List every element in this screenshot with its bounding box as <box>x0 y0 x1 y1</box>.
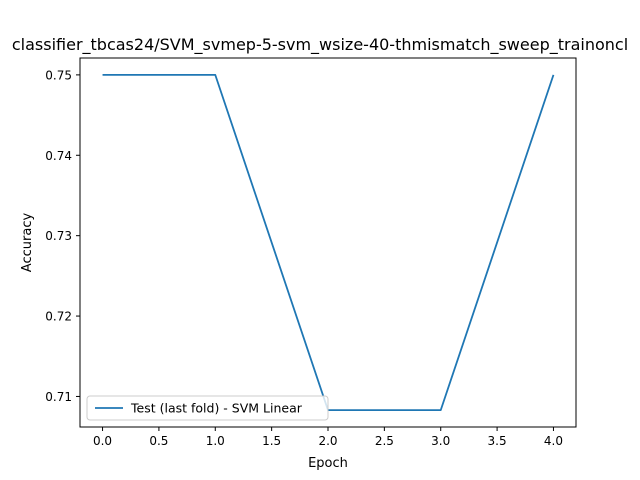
y-tick-label: 0.71 <box>45 390 72 404</box>
x-axis-ticks: 0.0 0.5 1.0 1.5 2.0 2.5 3.0 3.5 4.0 <box>93 427 563 448</box>
legend-box <box>86 395 329 421</box>
y-tick-label: 0.72 <box>45 310 72 324</box>
legend-entry-label: Test (last fold) - SVM Linear <box>130 401 303 416</box>
legend: Test (last fold) - SVM Linear <box>86 395 329 421</box>
chart-title: classifier_tbcas24/SVM_svmep-5-svm_wsize… <box>12 35 628 55</box>
x-tick-label: 1.0 <box>206 434 225 448</box>
x-tick-label: 3.5 <box>488 434 507 448</box>
y-axis-ticks: 0.71 0.72 0.73 0.74 0.75 <box>45 68 80 404</box>
y-tick-label: 0.73 <box>45 229 72 243</box>
x-tick-label: 1.5 <box>262 434 281 448</box>
y-axis-label: Accuracy <box>20 213 35 273</box>
x-tick-label: 0.0 <box>93 434 112 448</box>
x-tick-label: 3.0 <box>431 434 450 448</box>
x-axis-label: Epoch <box>308 456 348 471</box>
x-tick-label: 2.5 <box>375 434 394 448</box>
x-tick-label: 0.5 <box>149 434 168 448</box>
x-tick-label: 4.0 <box>544 434 563 448</box>
y-tick-label: 0.74 <box>45 149 72 163</box>
y-tick-label: 0.75 <box>45 68 72 82</box>
x-tick-label: 2.0 <box>318 434 337 448</box>
